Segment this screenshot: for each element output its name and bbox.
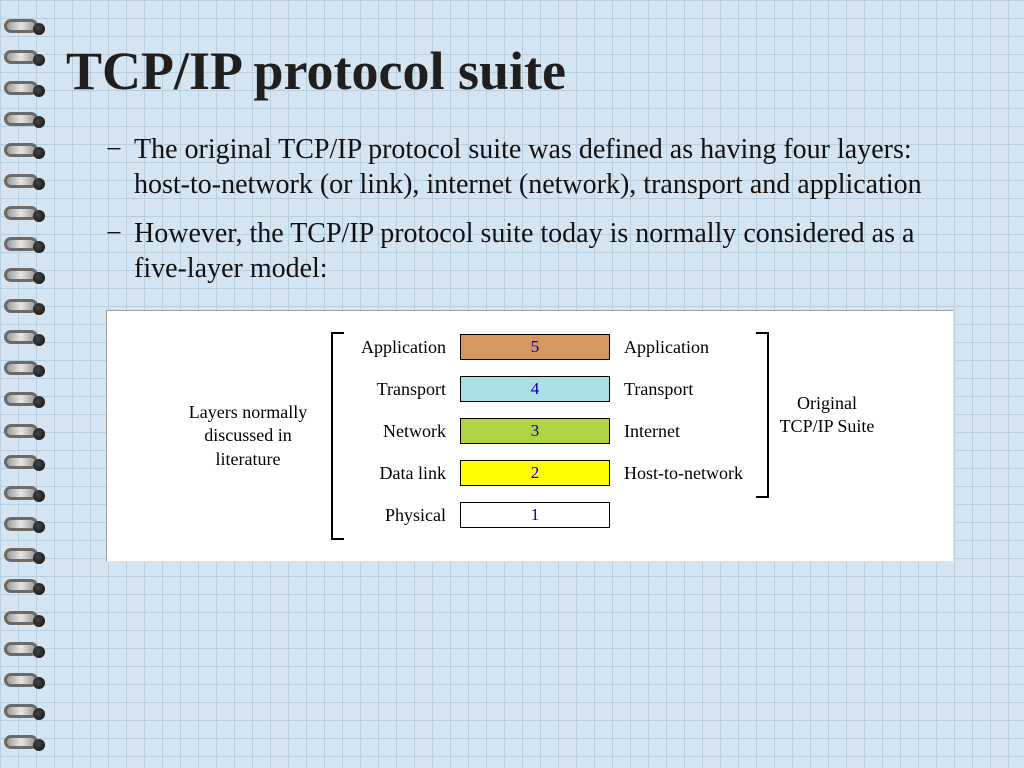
layer-row: Application 5 Application (356, 331, 744, 363)
layer-box: 5 (460, 334, 610, 360)
right-caption: Original TCP/IP Suite (772, 392, 882, 439)
diagram-container: Layers normally discussed in literature … (106, 310, 954, 562)
layer-left-label: Network (356, 421, 446, 442)
layer-left-label: Data link (356, 463, 446, 484)
layer-diagram: Layers normally discussed in literature … (121, 331, 939, 541)
slide-title: TCP/IP protocol suite (66, 40, 984, 102)
layer-row: Network 3 Internet (356, 415, 744, 447)
layer-box: 4 (460, 376, 610, 402)
layer-right-label: Host-to-network (624, 463, 744, 484)
layers-column: Application5ApplicationTransport4Transpo… (356, 331, 744, 541)
layer-right-label: Transport (624, 379, 744, 400)
bullet-list: The original TCP/IP protocol suite was d… (66, 132, 984, 286)
bullet-item: The original TCP/IP protocol suite was d… (106, 132, 964, 202)
layer-box: 2 (460, 460, 610, 486)
layer-row: Physical 1 (356, 499, 744, 531)
layer-box: 3 (460, 418, 610, 444)
layer-left-label: Transport (356, 379, 446, 400)
slide: TCP/IP protocol suite The original TCP/I… (56, 0, 1024, 768)
layer-right-label: Internet (624, 421, 744, 442)
left-caption: Layers normally discussed in literature (178, 331, 318, 541)
left-bracket (328, 331, 346, 541)
layer-row: Data link 2 Host-to-network (356, 457, 744, 489)
layer-right-label: Application (624, 337, 744, 358)
right-bracket (754, 331, 772, 499)
layer-row: Transport 4 Transport (356, 373, 744, 405)
bullet-item: However, the TCP/IP protocol suite today… (106, 216, 964, 286)
layer-left-label: Physical (356, 505, 446, 526)
spiral-binding (0, 0, 48, 768)
layer-box: 1 (460, 502, 610, 528)
layer-left-label: Application (356, 337, 446, 358)
